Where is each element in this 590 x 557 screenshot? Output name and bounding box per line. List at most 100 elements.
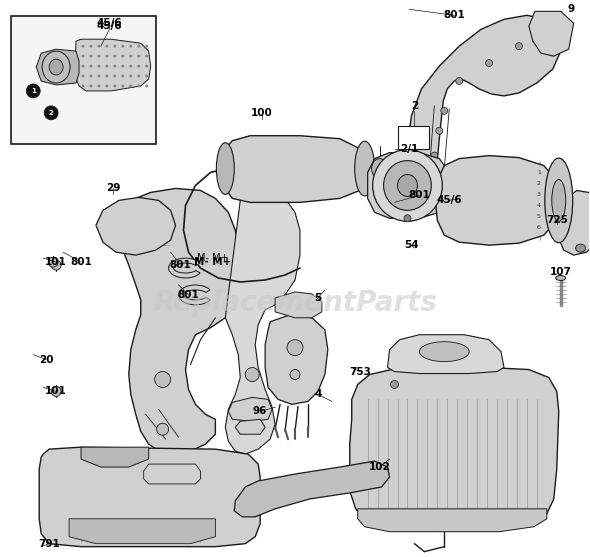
Circle shape	[122, 45, 124, 48]
Text: 801: 801	[178, 290, 199, 300]
Circle shape	[245, 368, 259, 382]
Circle shape	[97, 45, 100, 48]
Circle shape	[122, 85, 124, 87]
Circle shape	[137, 75, 140, 77]
Ellipse shape	[576, 244, 586, 252]
Circle shape	[27, 84, 40, 98]
Circle shape	[404, 215, 411, 222]
Circle shape	[155, 372, 171, 388]
Polygon shape	[234, 461, 389, 517]
Text: 801: 801	[70, 257, 92, 267]
Text: M- M+: M- M+	[196, 253, 228, 263]
Circle shape	[51, 260, 61, 270]
Text: 801: 801	[408, 190, 430, 201]
Polygon shape	[529, 11, 573, 56]
Text: 45/6: 45/6	[437, 196, 462, 206]
Text: 101: 101	[45, 257, 67, 267]
Circle shape	[436, 127, 443, 134]
Polygon shape	[388, 335, 504, 374]
Polygon shape	[368, 153, 449, 218]
Polygon shape	[96, 197, 176, 255]
Circle shape	[122, 75, 124, 77]
Text: 5: 5	[314, 293, 322, 303]
Text: 1: 1	[31, 88, 35, 94]
Circle shape	[106, 85, 109, 87]
Circle shape	[81, 85, 84, 87]
Polygon shape	[435, 155, 559, 245]
Circle shape	[129, 45, 132, 48]
Polygon shape	[235, 419, 265, 434]
Ellipse shape	[373, 150, 442, 221]
Ellipse shape	[217, 143, 234, 194]
Ellipse shape	[398, 174, 417, 197]
Polygon shape	[169, 258, 200, 278]
Circle shape	[137, 55, 140, 57]
Text: 1: 1	[537, 170, 541, 175]
Circle shape	[90, 55, 93, 57]
Polygon shape	[69, 519, 215, 544]
Circle shape	[113, 75, 116, 77]
Polygon shape	[350, 368, 559, 531]
Circle shape	[90, 65, 93, 67]
Circle shape	[129, 85, 132, 87]
Polygon shape	[265, 315, 328, 404]
Polygon shape	[81, 447, 149, 467]
Circle shape	[113, 65, 116, 67]
Circle shape	[391, 380, 398, 388]
Circle shape	[290, 369, 300, 379]
Polygon shape	[398, 126, 430, 149]
Polygon shape	[275, 292, 322, 318]
Text: 20: 20	[39, 355, 54, 365]
Circle shape	[157, 423, 169, 435]
Text: 101: 101	[45, 387, 67, 397]
Polygon shape	[222, 136, 365, 202]
Circle shape	[113, 55, 116, 57]
Text: 2: 2	[49, 110, 54, 116]
Circle shape	[287, 340, 303, 355]
Text: 801: 801	[170, 260, 191, 270]
Circle shape	[106, 65, 109, 67]
Polygon shape	[408, 16, 560, 196]
Circle shape	[97, 65, 100, 67]
Text: 2: 2	[411, 101, 418, 111]
Circle shape	[106, 75, 109, 77]
Circle shape	[129, 75, 132, 77]
Circle shape	[90, 45, 93, 48]
Circle shape	[97, 85, 100, 87]
Circle shape	[106, 55, 109, 57]
Circle shape	[51, 387, 61, 397]
Ellipse shape	[42, 51, 70, 83]
Circle shape	[137, 45, 140, 48]
Text: 96: 96	[253, 407, 267, 416]
Circle shape	[137, 85, 140, 87]
Text: 4: 4	[537, 203, 541, 208]
Circle shape	[113, 85, 116, 87]
Polygon shape	[119, 188, 240, 454]
Polygon shape	[144, 464, 201, 484]
Circle shape	[90, 85, 93, 87]
Text: M- M+: M- M+	[194, 257, 231, 267]
Circle shape	[90, 75, 93, 77]
Circle shape	[81, 65, 84, 67]
Circle shape	[516, 43, 522, 50]
Ellipse shape	[556, 276, 566, 281]
Circle shape	[81, 45, 84, 48]
Ellipse shape	[545, 158, 573, 243]
Circle shape	[97, 55, 100, 57]
Text: 9: 9	[567, 4, 574, 14]
Circle shape	[137, 65, 140, 67]
Circle shape	[486, 60, 493, 67]
Circle shape	[145, 65, 148, 67]
Ellipse shape	[372, 159, 388, 178]
Text: 45/6: 45/6	[96, 18, 122, 28]
Text: 3: 3	[537, 192, 541, 197]
Polygon shape	[179, 285, 210, 305]
Text: 6: 6	[537, 225, 541, 229]
Text: 45/6: 45/6	[96, 21, 122, 31]
Circle shape	[431, 152, 438, 159]
Circle shape	[129, 65, 132, 67]
Bar	[11, 16, 156, 144]
Circle shape	[145, 85, 148, 87]
Circle shape	[113, 45, 116, 48]
Circle shape	[441, 108, 448, 114]
